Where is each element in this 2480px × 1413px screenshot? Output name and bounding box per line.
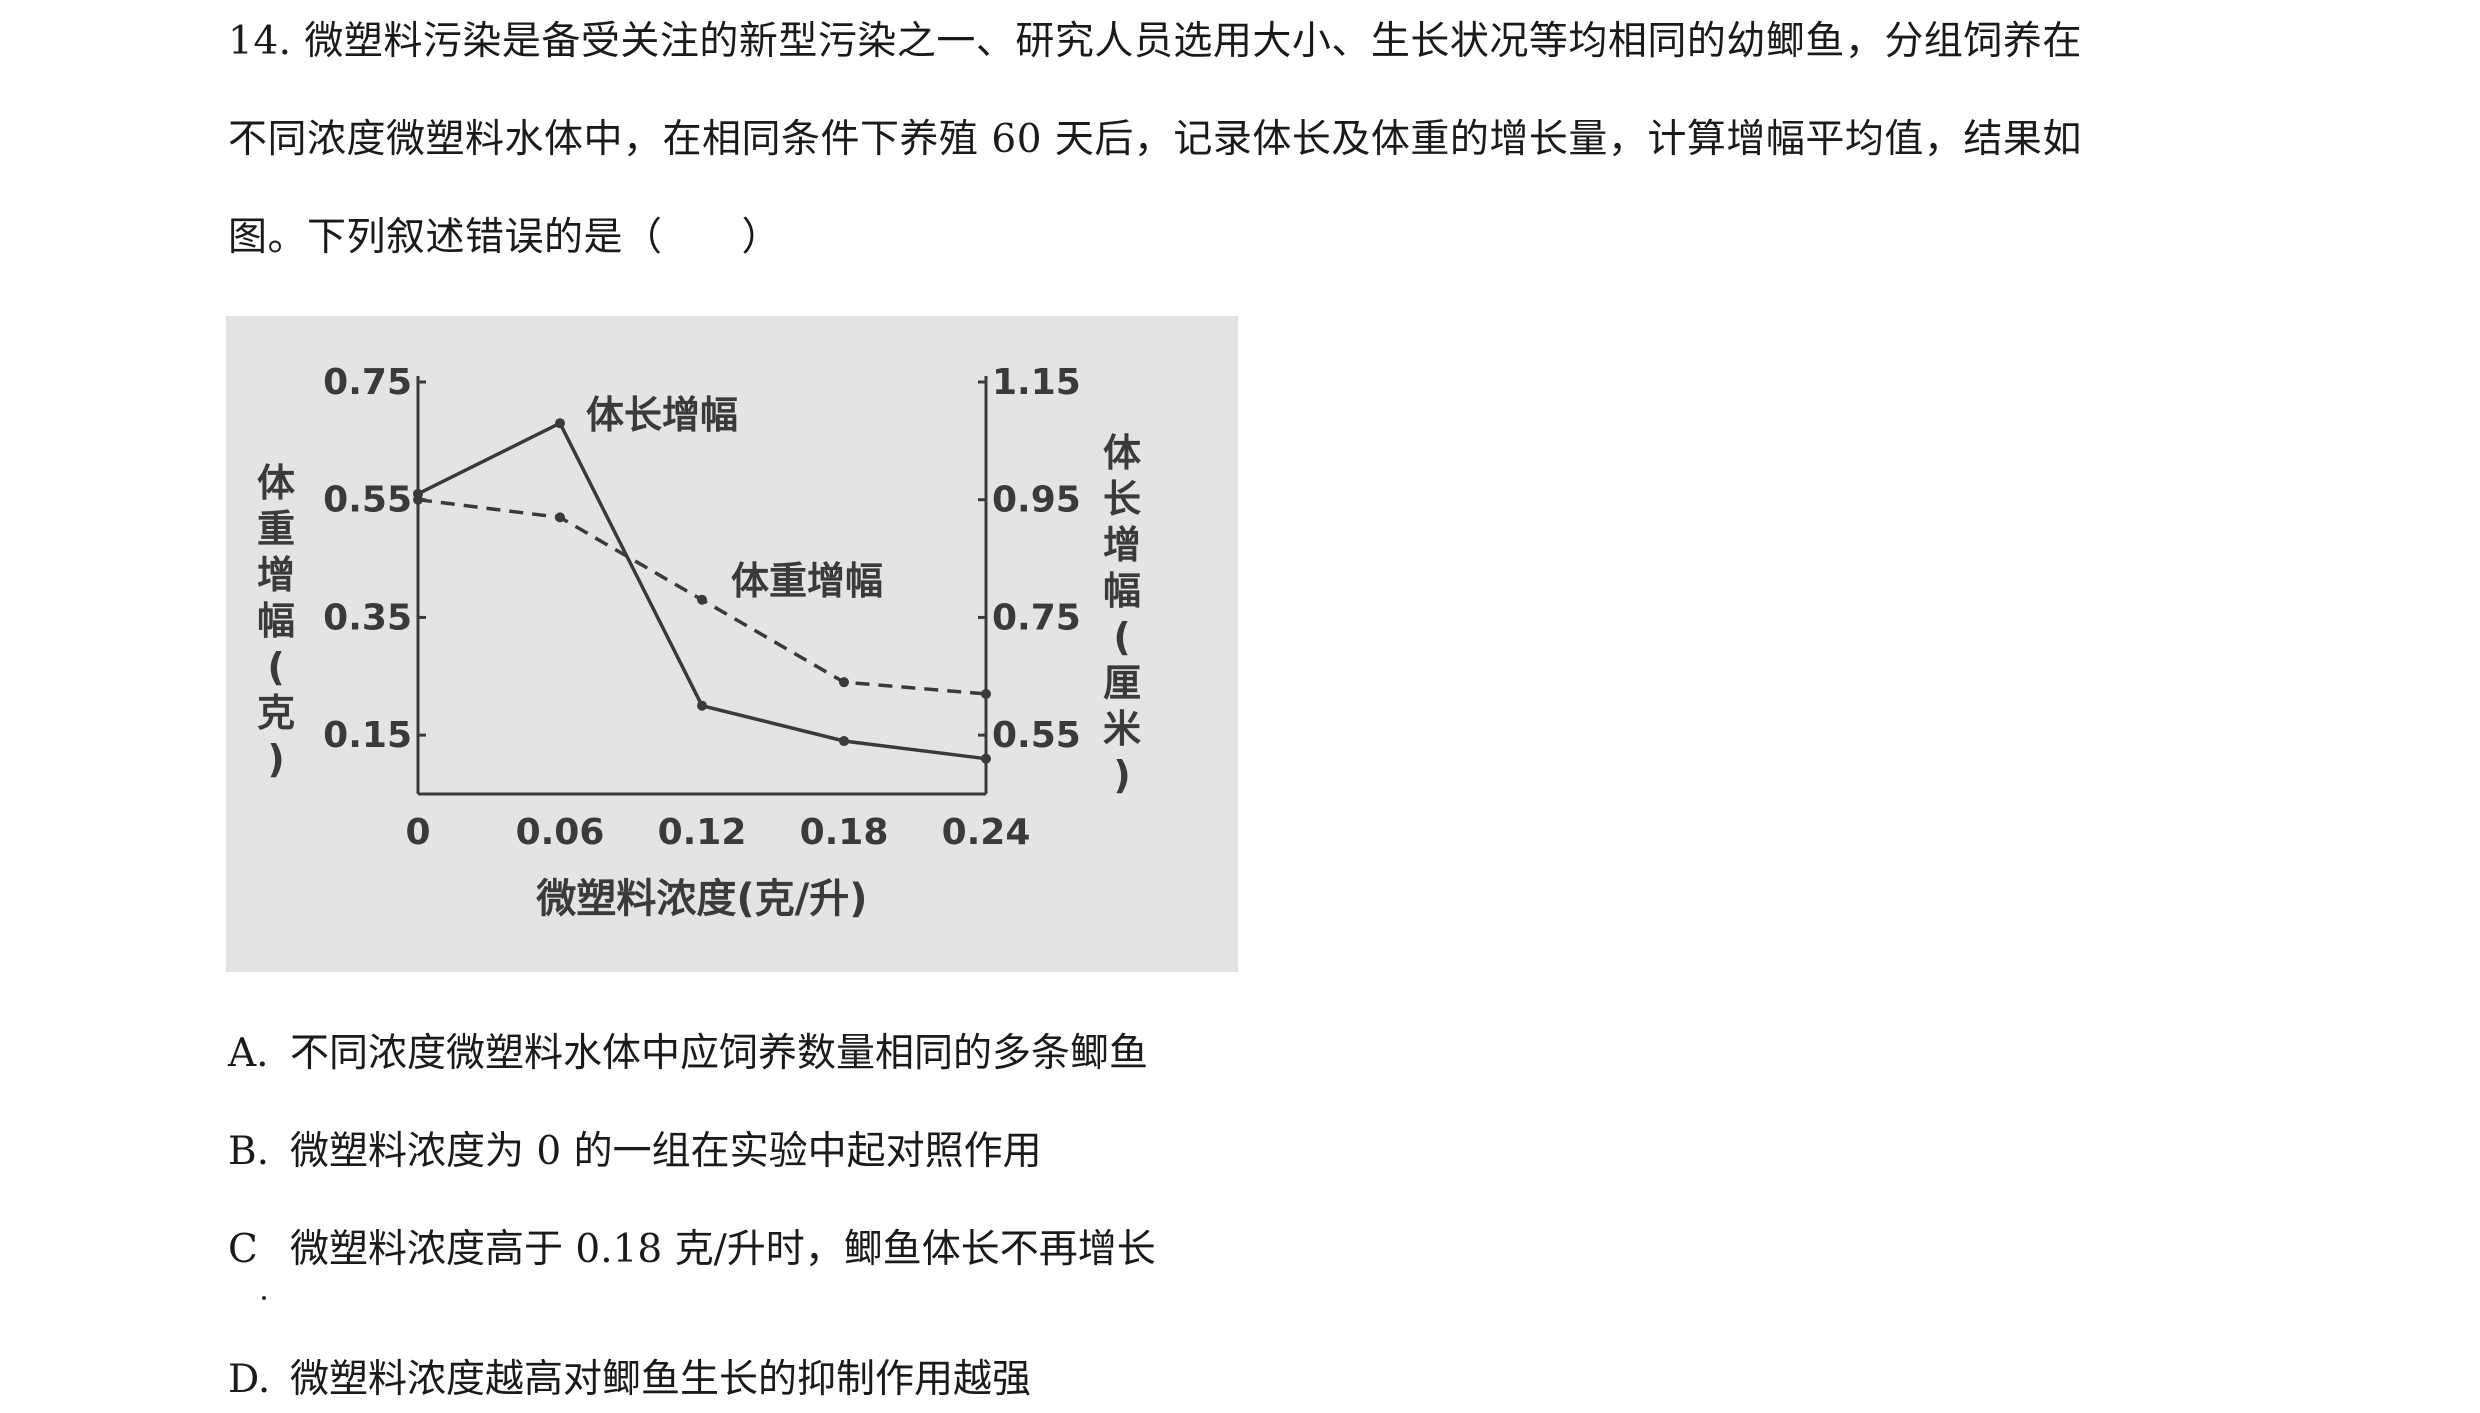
series-0-point-2 <box>697 700 707 711</box>
chart-ticks: 0.75 0.55 0.35 0.15 1.15 0.95 0.75 0.55 0 0.06 0.1… <box>323 362 1081 853</box>
right-axis-label: 体长增幅(厘米) <box>1103 431 1141 797</box>
left-tick-label-1: 0.55 <box>323 480 412 521</box>
left-tick-label-3: 0.15 <box>323 715 412 756</box>
option-c-letter: C <box>228 1227 258 1272</box>
right-axis-label-char: 厘 <box>1103 661 1141 705</box>
left-tick-label-2: 0.35 <box>323 597 412 638</box>
chart-axes <box>416 376 988 796</box>
x-tick-label-3: 0.18 <box>800 812 889 853</box>
left-axis-label-char: 重 <box>257 507 295 551</box>
option-d-letter: D. <box>228 1357 271 1402</box>
option-a: A. 不同浓度微塑料水体中应饲养数量相同的多条鲫鱼 <box>228 1030 1148 1078</box>
x-tick-label-1: 0.06 <box>516 812 605 853</box>
print-speck <box>262 1296 266 1300</box>
right-axis-label-char: 增 <box>1103 523 1141 567</box>
right-tick-label-0: 1.15 <box>992 362 1081 403</box>
series-1-point-2 <box>697 594 707 605</box>
series-0-point-4 <box>981 753 991 764</box>
series-0-point-1 <box>555 418 565 429</box>
option-a-text: 不同浓度微塑料水体中应饲养数量相同的多条鲫鱼 <box>290 1031 1149 1076</box>
chart-figure: 0.75 0.55 0.35 0.15 1.15 0.95 0.75 0.55 0 0.06 0.1… <box>226 316 1238 972</box>
left-tick-label-0: 0.75 <box>323 362 412 403</box>
option-c: C 微塑料浓度高于 0.18 克/升时，鲫鱼体长不再增长 <box>228 1226 1156 1274</box>
chart-series <box>413 418 991 764</box>
question-stem-line-3: 图。下列叙述错误的是（ ） <box>228 215 782 260</box>
left-axis-label-char: 克 <box>257 691 295 735</box>
x-axis-label: 微塑料浓度(克/升) <box>535 876 867 922</box>
question-stem-line-1: 14. 微塑料污染是备受关注的新型污染之一、研究人员选用大小、生长状况等均相同的… <box>228 19 2082 64</box>
series-1-point-0 <box>413 494 423 505</box>
option-d-text: 微塑料浓度越高对鲫鱼生长的抑制作用越强 <box>290 1357 1032 1402</box>
series-1-point-3 <box>839 677 849 688</box>
series-1-point-4 <box>981 688 991 699</box>
line-chart: 0.75 0.55 0.35 0.15 1.15 0.95 0.75 0.55 0 0.06 0.1… <box>257 362 1141 922</box>
right-tick-label-1: 0.95 <box>992 480 1081 521</box>
question-stem-line-2: 不同浓度微塑料水体中，在相同条件下养殖 60 天后，记录体长及体重的增长量，计算… <box>228 117 2082 162</box>
right-axis-label-char: ( <box>1113 615 1130 659</box>
right-axis-label-char: ) <box>1113 753 1130 797</box>
left-axis-label-char: ) <box>267 737 284 781</box>
option-b-text: 微塑料浓度为 0 的一组在实验中起对照作用 <box>290 1129 1042 1174</box>
left-axis-label-char: 增 <box>257 553 295 597</box>
x-tick-label-0: 0 <box>405 812 430 853</box>
left-axis-label-char: ( <box>267 645 284 689</box>
x-tick-label-4: 0.24 <box>942 812 1031 853</box>
right-axis-label-char: 长 <box>1103 477 1141 521</box>
left-axis-label-char: 体 <box>257 461 295 505</box>
right-axis-label-char: 体 <box>1103 431 1141 475</box>
series-1-point-1 <box>555 512 565 523</box>
option-b: B. 微塑料浓度为 0 的一组在实验中起对照作用 <box>228 1128 1042 1176</box>
series-label-body-length: 体长增幅 <box>586 393 738 437</box>
option-d: D. 微塑料浓度越高对鲫鱼生长的抑制作用越强 <box>228 1356 1031 1404</box>
option-c-text: 微塑料浓度高于 0.18 克/升时，鲫鱼体长不再增长 <box>290 1227 1156 1272</box>
option-b-letter: B. <box>228 1129 270 1174</box>
right-axis-label-char: 米 <box>1103 707 1141 751</box>
left-axis-label: 体重增幅(克) <box>257 461 295 781</box>
right-tick-label-2: 0.75 <box>992 597 1081 638</box>
series-0-point-3 <box>839 736 849 747</box>
x-tick-label-2: 0.12 <box>658 812 747 853</box>
series-label-body-weight: 体重增幅 <box>731 559 883 603</box>
right-tick-label-3: 0.55 <box>992 715 1081 756</box>
right-axis-label-char: 幅 <box>1103 569 1141 613</box>
left-axis-label-char: 幅 <box>257 599 295 643</box>
option-a-letter: A. <box>228 1031 269 1076</box>
